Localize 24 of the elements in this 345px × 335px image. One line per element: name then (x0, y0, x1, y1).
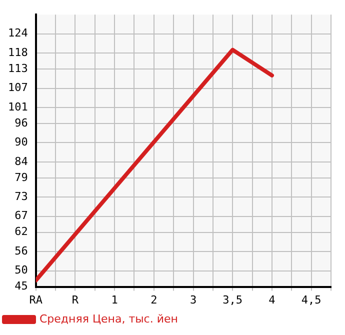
x-tick-label: 1 (111, 293, 118, 306)
x-tick-label: 3,5 (222, 293, 243, 306)
legend-label: Средняя Цена, тыс. йен (40, 312, 178, 326)
y-tick-label: 79 (14, 170, 28, 184)
y-tick-label: 101 (8, 100, 28, 114)
y-tick-label: 67 (14, 209, 28, 222)
y-tick-label: 90 (14, 136, 28, 149)
y-tick-label: 84 (14, 154, 28, 168)
y-tick-label: 107 (8, 81, 28, 94)
x-tick-label: 4,5 (301, 293, 322, 306)
y-tick-label: 50 (14, 264, 28, 277)
y-tick-label: 56 (14, 244, 28, 258)
y-tick-label: 45 (14, 280, 28, 293)
x-tick-label: 2 (150, 293, 158, 306)
x-tick-label: 4 (268, 293, 276, 306)
y-tick-label: 113 (8, 62, 28, 75)
y-tick-label: 62 (14, 225, 28, 238)
x-tick-label: R (72, 293, 79, 306)
x-tick-label: RA (29, 293, 43, 306)
y-tick-label: 118 (8, 46, 28, 59)
x-tick-label: 3 (190, 293, 197, 306)
y-tick-label: 96 (14, 116, 28, 130)
y-tick-label: 73 (14, 190, 28, 203)
y-tick-label: 124 (8, 26, 28, 40)
